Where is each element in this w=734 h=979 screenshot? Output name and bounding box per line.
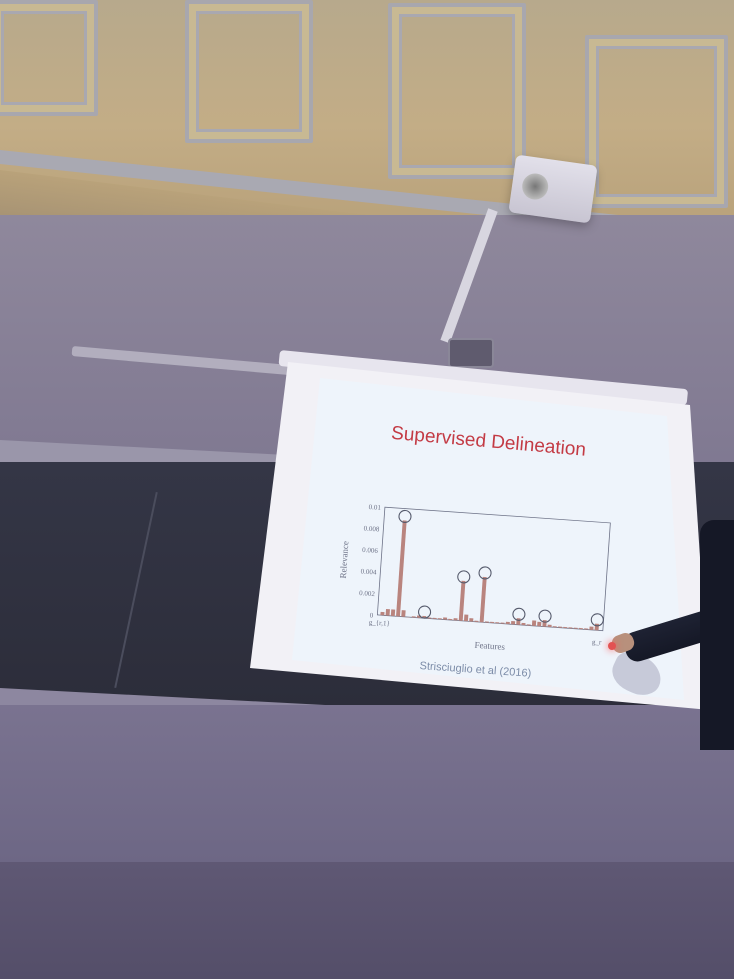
ceiling-coffer bbox=[185, 0, 313, 143]
bar bbox=[563, 626, 568, 629]
projector-lens bbox=[520, 171, 550, 202]
bar bbox=[443, 617, 448, 620]
floor bbox=[0, 862, 734, 979]
bar bbox=[380, 611, 385, 616]
bar bbox=[531, 620, 537, 626]
relevance-chart: 0 0.002 0.004 0.006 0.008 0.01 Relevance Feat… bbox=[338, 503, 611, 652]
y-tick-label: 0.002 bbox=[359, 589, 376, 598]
bar bbox=[453, 618, 458, 621]
bar bbox=[385, 609, 390, 616]
plot-frame bbox=[376, 506, 611, 632]
bar bbox=[547, 624, 552, 628]
bar bbox=[463, 614, 469, 622]
bar bbox=[505, 621, 510, 625]
bar bbox=[516, 618, 521, 625]
ceiling-box bbox=[448, 338, 494, 368]
ceiling-coffer bbox=[388, 3, 526, 179]
bar bbox=[479, 576, 487, 623]
bar bbox=[390, 609, 396, 617]
y-tick-label: 0.004 bbox=[360, 567, 377, 576]
highlight-circle bbox=[457, 570, 471, 584]
bar bbox=[427, 617, 432, 619]
y-tick-label: 0.01 bbox=[368, 503, 381, 512]
bar bbox=[432, 617, 437, 620]
bar bbox=[537, 621, 542, 627]
chart-highlight-circles bbox=[398, 509, 604, 627]
x-axis-label: Features bbox=[474, 640, 506, 652]
bar bbox=[584, 628, 589, 630]
highlight-circle bbox=[478, 566, 492, 580]
bar bbox=[411, 616, 416, 618]
chart-bars bbox=[380, 520, 599, 631]
laser-pointer-dot bbox=[608, 642, 616, 650]
bar bbox=[469, 618, 474, 622]
highlight-circle bbox=[590, 613, 604, 627]
bar bbox=[500, 622, 505, 624]
x-tick-right: g_r bbox=[592, 638, 603, 647]
bar bbox=[578, 627, 583, 630]
y-tick-label: 0.008 bbox=[363, 524, 380, 533]
ceiling-coffer bbox=[585, 35, 728, 208]
bar bbox=[474, 620, 479, 622]
presenter-body bbox=[700, 520, 734, 750]
bar bbox=[406, 616, 411, 618]
bar bbox=[495, 622, 500, 624]
bar bbox=[396, 520, 407, 617]
bar bbox=[437, 618, 442, 620]
bar bbox=[484, 621, 489, 623]
bar bbox=[490, 621, 495, 624]
bar bbox=[401, 610, 406, 617]
highlight-circle bbox=[512, 607, 526, 621]
ceiling-coffer bbox=[0, 0, 98, 116]
bar bbox=[521, 622, 526, 626]
y-axis-label: Relevance bbox=[338, 541, 351, 579]
highlight-circle bbox=[538, 609, 552, 623]
bar bbox=[573, 627, 578, 629]
bar bbox=[542, 619, 547, 627]
x-tick-left: g_{r,1} bbox=[369, 618, 391, 627]
bar bbox=[594, 623, 599, 631]
highlight-circle bbox=[418, 605, 432, 619]
bar bbox=[458, 580, 466, 621]
chart-axes: 0 0.002 0.004 0.006 0.008 0.01 bbox=[359, 503, 611, 632]
lower-wall bbox=[0, 705, 734, 875]
highlight-circle bbox=[398, 509, 412, 524]
bar bbox=[558, 626, 563, 628]
y-tick-label: 0 bbox=[370, 611, 375, 619]
bar bbox=[448, 618, 453, 621]
bar bbox=[568, 627, 573, 629]
bar bbox=[589, 626, 594, 631]
bar bbox=[552, 626, 557, 628]
y-tick-label: 0.006 bbox=[362, 546, 379, 555]
bar bbox=[511, 621, 516, 625]
bar bbox=[526, 624, 531, 626]
projector bbox=[508, 154, 598, 224]
